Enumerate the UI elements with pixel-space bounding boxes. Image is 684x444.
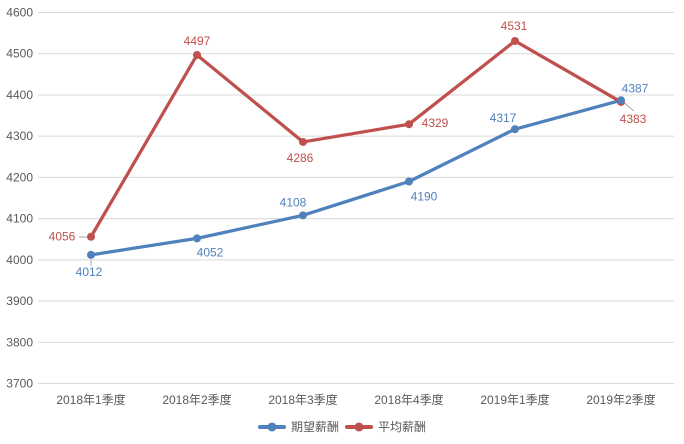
y-axis-tick-label: 3700 [6,377,33,391]
data-label-average-salary: 4531 [501,19,528,33]
legend-label-average-salary: 平均薪酬 [378,420,427,434]
y-axis-tick-label: 4600 [6,6,33,20]
data-point-marker-average-salary[interactable] [87,232,95,241]
data-label-average-salary: 4056 [49,230,76,244]
data-label-expected-salary: 4012 [76,265,103,279]
legend-marker-expected-salary [257,422,286,432]
y-axis-tick-label: 3800 [6,335,33,349]
chart-legend: 期望薪酬 平均薪酬 [0,419,684,435]
data-point-marker-average-salary[interactable] [405,120,413,129]
legend-dot-average-salary [354,422,364,432]
data-point-marker-average-salary[interactable] [511,36,519,45]
legend-item-average-salary[interactable]: 平均薪酬 [345,419,426,435]
data-point-marker-expected-salary[interactable] [193,234,201,243]
x-axis-tick-label: 2019年2季度 [586,392,655,407]
legend-dot-expected-salary [267,422,277,432]
data-point-marker-average-salary[interactable] [193,50,201,59]
y-axis-tick-label: 4200 [6,170,33,184]
x-axis-tick-label: 2019年1季度 [480,392,549,407]
data-label-average-salary: 4383 [620,112,647,126]
data-label-expected-salary: 4317 [490,111,517,125]
y-axis-tick-label: 3900 [6,294,33,308]
legend-label-expected-salary: 期望薪酬 [290,420,339,434]
x-axis-tick-label: 2018年3季度 [268,392,337,407]
data-point-marker-expected-salary[interactable] [617,96,625,105]
data-label-expected-salary: 4387 [622,81,649,95]
y-axis-tick-label: 4300 [6,129,33,143]
data-label-expected-salary: 4190 [411,190,438,204]
y-axis-tick-label: 4000 [6,253,33,267]
data-point-marker-expected-salary[interactable] [511,125,519,134]
series-line-average-salary[interactable] [89,39,623,239]
y-axis-tick-label: 4100 [6,212,33,226]
data-label-average-salary: 4497 [184,34,211,48]
data-label-average-salary: 4329 [422,116,449,130]
data-label-expected-salary: 4108 [280,195,307,209]
x-axis-tick-label: 2018年1季度 [56,392,125,407]
series-line-expected-salary[interactable] [89,98,623,257]
data-point-marker-average-salary[interactable] [299,137,307,146]
y-axis-tick-label: 4400 [6,88,33,102]
data-label-expected-salary: 4052 [197,245,224,259]
x-axis-tick-label: 2018年4季度 [374,392,443,407]
legend-item-expected-salary[interactable]: 期望薪酬 [257,419,339,435]
data-point-marker-expected-salary[interactable] [299,211,307,220]
data-label-leader-line [622,101,635,112]
data-point-marker-expected-salary[interactable] [405,177,413,186]
y-axis-tick-label: 4500 [6,47,33,61]
x-axis-tick-label: 2018年2季度 [162,392,231,407]
data-point-marker-expected-salary[interactable] [87,250,95,259]
legend-marker-average-salary [345,422,373,432]
data-label-average-salary: 4286 [287,151,314,165]
